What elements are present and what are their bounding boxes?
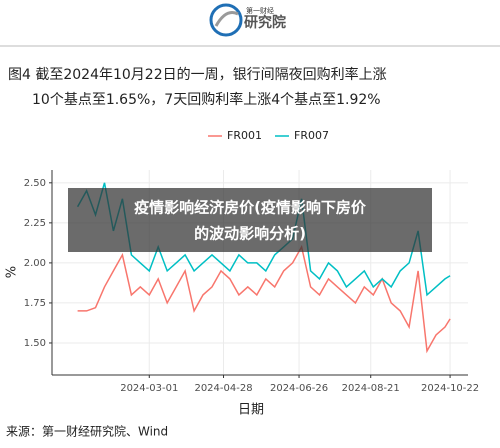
x-tick-label: 2024-06-26 [270, 383, 328, 394]
x-tick-label: 2024-03-01 [120, 383, 178, 394]
logo-top: 第一财经 [246, 6, 274, 15]
logo-main: 研究院 [244, 14, 286, 31]
chart-title: 图4 截至2024年10月22日的一周，银行间隔夜回购利率上涨 [8, 66, 387, 83]
legend-label: FR001 [227, 129, 262, 142]
y-tick-label: 1.75 [24, 298, 46, 309]
logo-swoosh [214, 11, 239, 27]
chart-title: 10个基点至1.65%，7天回购利率上涨4个基点至1.92% [32, 91, 381, 108]
logo-mark [209, 3, 243, 37]
y-tick-label: 2.25 [24, 218, 46, 229]
series-line [77, 244, 451, 354]
x-tick-label: 2024-10-22 [421, 383, 479, 394]
plot: 1.50 1.75 2.00 2.25 2.50 2024-03-01 2024-04-28… [24, 170, 479, 394]
y-tick-label: 1.50 [24, 338, 46, 349]
overlay-box [68, 188, 432, 252]
x-axis-label: 日期 [238, 403, 264, 418]
y-tick-label: 2.50 [24, 178, 46, 189]
y-tick-label: 2.00 [24, 258, 46, 269]
overlay-text: 疫情影响经济房价(疫情影响下房价 [134, 199, 367, 217]
source: 来源：第一财经研究院、Wind [6, 424, 168, 439]
series-line [76, 182, 451, 297]
x-tick-label: 2024-04-28 [194, 383, 252, 394]
overlay: 疫情影响经济房价(疫情影响下房价 的波动影响分析) [68, 188, 432, 252]
overlay-text: 的波动影响分析) [194, 225, 306, 243]
x-tick-label: 2024-08-21 [342, 383, 400, 394]
legend-label: FR007 [294, 129, 329, 142]
y-axis-label: % [5, 266, 20, 278]
